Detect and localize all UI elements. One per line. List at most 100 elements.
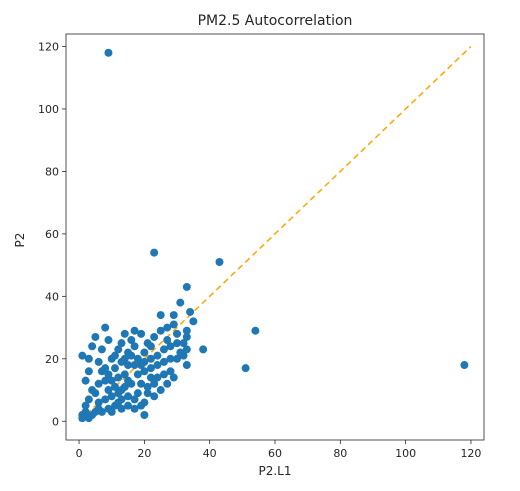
y-tick-label: 120 <box>38 40 59 53</box>
y-tick-label: 0 <box>52 415 59 428</box>
data-point <box>101 395 110 404</box>
data-point <box>140 398 149 407</box>
x-tick-label: 80 <box>333 447 347 460</box>
data-point <box>156 386 165 395</box>
data-point <box>124 376 133 385</box>
data-point <box>182 361 191 370</box>
data-point <box>107 392 116 401</box>
y-tick-label: 100 <box>38 103 59 116</box>
data-point <box>107 376 116 385</box>
data-point <box>120 370 129 379</box>
data-point <box>182 282 191 291</box>
data-point <box>140 411 149 420</box>
y-tick-label: 80 <box>45 165 59 178</box>
data-point <box>460 361 469 370</box>
data-point <box>182 345 191 354</box>
data-point <box>186 307 195 316</box>
x-tick-label: 60 <box>268 447 282 460</box>
points-layer <box>78 48 469 423</box>
data-point <box>215 257 224 266</box>
data-point <box>156 311 165 320</box>
chart-title: PM2.5 Autocorrelation <box>198 13 353 29</box>
y-axis: 0 20 40 60 80 100 120 <box>38 40 66 428</box>
data-point <box>110 351 119 360</box>
data-point <box>169 311 178 320</box>
data-point <box>94 398 103 407</box>
x-tick-label: 0 <box>76 447 83 460</box>
y-tick-label: 60 <box>45 228 59 241</box>
data-point <box>114 373 123 382</box>
data-point <box>163 323 172 332</box>
y-tick-label: 40 <box>45 290 59 303</box>
data-point <box>163 379 172 388</box>
data-point <box>110 382 119 391</box>
data-point <box>173 329 182 338</box>
data-point <box>137 329 146 338</box>
data-point <box>84 354 93 363</box>
data-point <box>91 389 100 398</box>
data-point <box>117 386 126 395</box>
data-point <box>84 414 93 423</box>
data-point <box>124 392 133 401</box>
data-point <box>163 336 172 345</box>
data-point <box>114 345 123 354</box>
data-point <box>94 379 103 388</box>
data-point <box>241 364 250 373</box>
data-point <box>107 407 116 416</box>
y-axis-label: P2 <box>13 233 27 248</box>
data-point <box>182 332 191 341</box>
data-point <box>84 395 93 404</box>
data-point <box>104 336 113 345</box>
data-point <box>166 342 175 351</box>
data-point <box>150 379 159 388</box>
data-point <box>120 329 129 338</box>
data-point <box>124 361 133 370</box>
data-point <box>101 323 110 332</box>
data-point <box>124 401 133 410</box>
data-point <box>81 376 90 385</box>
data-point <box>94 357 103 366</box>
x-axis: 0 20 40 60 80 100 120 <box>76 440 481 460</box>
data-point <box>251 326 260 335</box>
data-point <box>146 354 155 363</box>
data-point <box>130 404 139 413</box>
data-point <box>84 367 93 376</box>
data-point <box>137 379 146 388</box>
data-point <box>169 320 178 329</box>
data-point <box>159 345 168 354</box>
data-point <box>91 332 100 341</box>
data-point <box>159 370 168 379</box>
data-point <box>88 342 97 351</box>
data-point <box>133 389 142 398</box>
data-point <box>130 395 139 404</box>
data-point <box>143 382 152 391</box>
data-point <box>127 336 136 345</box>
data-point <box>176 298 185 307</box>
data-point <box>173 339 182 348</box>
x-tick-label: 120 <box>460 447 481 460</box>
data-point <box>156 326 165 335</box>
data-point <box>189 317 198 326</box>
data-point <box>97 345 106 354</box>
data-point <box>173 354 182 363</box>
data-point <box>130 326 139 335</box>
data-point <box>169 373 178 382</box>
data-point <box>159 357 168 366</box>
data-point <box>104 48 113 57</box>
y-tick-label: 20 <box>45 353 59 366</box>
data-point <box>182 326 191 335</box>
data-point <box>146 364 155 373</box>
data-point <box>166 354 175 363</box>
data-point <box>150 392 159 401</box>
data-point <box>133 370 142 379</box>
data-point <box>176 348 185 357</box>
data-point <box>124 348 133 357</box>
data-point <box>146 373 155 382</box>
data-point <box>153 361 162 370</box>
data-point <box>133 354 142 363</box>
data-point <box>78 351 87 360</box>
data-point <box>199 345 208 354</box>
data-point <box>179 339 188 348</box>
data-point <box>94 404 103 413</box>
